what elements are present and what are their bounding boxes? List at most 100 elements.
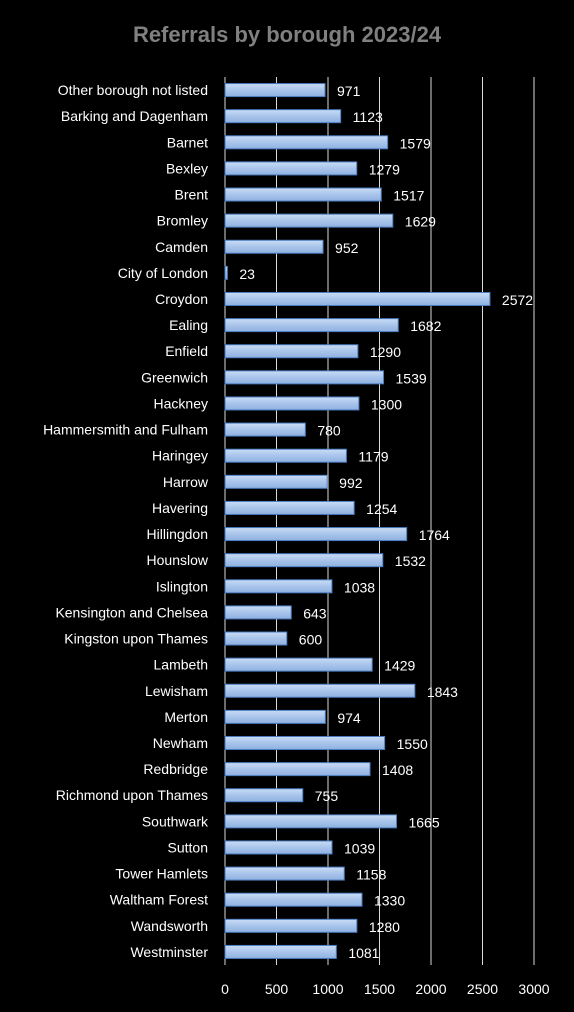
- category-label: Havering: [152, 500, 208, 516]
- bar: [224, 814, 397, 829]
- category-label: City of London: [118, 265, 208, 281]
- value-label: 952: [335, 240, 359, 256]
- bar: [224, 292, 491, 306]
- bar: [224, 239, 324, 254]
- category-label: Lewisham: [145, 683, 208, 699]
- category-label: Richmond upon Thames: [56, 787, 208, 803]
- category-label: Barking and Dagenham: [61, 108, 208, 124]
- category-label: Kingston upon Thames: [64, 631, 208, 647]
- x-tick-label: 1500: [364, 981, 395, 997]
- category-label: Wandsworth: [131, 918, 208, 934]
- value-label: 1300: [371, 396, 402, 412]
- category-label: Bexley: [166, 160, 208, 176]
- value-label: 1279: [369, 161, 400, 177]
- value-label: 1158: [356, 867, 386, 883]
- category-label: Hackney: [154, 395, 208, 411]
- category-label: Kensington and Chelsea: [55, 604, 208, 620]
- value-label: 1280: [369, 919, 400, 935]
- bar: [224, 213, 394, 228]
- value-label: 2572: [502, 292, 533, 308]
- x-tick-label: 2500: [467, 981, 498, 997]
- category-label: Hillingdon: [147, 526, 208, 542]
- value-label: 1539: [396, 370, 427, 386]
- category-label: Harrow: [163, 474, 209, 490]
- x-tick-label: 1000: [312, 981, 343, 997]
- bars: [224, 83, 491, 959]
- x-tick-label: 500: [265, 981, 289, 997]
- bar: [224, 709, 326, 724]
- value-label: 1254: [366, 501, 397, 517]
- value-label: 600: [299, 632, 323, 648]
- category-labels: Other borough not listed Barking and Dage…: [43, 82, 209, 960]
- category-label: Sutton: [168, 839, 208, 855]
- x-tick-label: 2000: [415, 981, 446, 997]
- bar: [224, 892, 363, 907]
- bar: [224, 370, 385, 385]
- bar: [224, 579, 333, 594]
- x-tick-label: 0: [221, 981, 229, 997]
- bar: [224, 657, 373, 672]
- bar: [224, 762, 371, 777]
- value-label: 1408: [382, 762, 413, 778]
- bar: [224, 422, 306, 437]
- category-label: Waltham Forest: [110, 892, 208, 908]
- value-label: 1179: [358, 449, 388, 465]
- value-label: 974: [337, 710, 361, 726]
- category-label: Brent: [175, 187, 209, 203]
- bar: [224, 83, 326, 98]
- value-label: 1764: [419, 527, 450, 543]
- category-label: Merton: [164, 709, 208, 725]
- value-label: 1629: [405, 214, 436, 230]
- value-label: 1550: [397, 736, 428, 752]
- category-label: Westminster: [130, 944, 208, 960]
- category-label: Newham: [153, 735, 208, 751]
- value-label: 1843: [427, 684, 458, 700]
- category-label: Redbridge: [143, 761, 208, 777]
- x-axis-ticks: 0 500 1000 1500 2000 2500 3000: [221, 981, 550, 997]
- bar: [224, 944, 337, 959]
- bar: [224, 788, 304, 803]
- value-label: 1123: [353, 109, 383, 125]
- category-label: Hounslow: [147, 552, 209, 568]
- bar: [224, 448, 347, 463]
- bar: [224, 109, 342, 124]
- category-label: Enfield: [165, 343, 208, 359]
- bar: [224, 344, 359, 359]
- category-label: Greenwich: [141, 369, 208, 385]
- category-label: Haringey: [152, 448, 208, 464]
- chart-title: Referrals by borough 2023/24: [133, 22, 442, 47]
- category-label: Camden: [155, 239, 208, 255]
- category-label: Bromley: [157, 213, 208, 229]
- value-label: 992: [339, 475, 363, 491]
- bar: [224, 135, 389, 150]
- category-label: Southwark: [142, 813, 209, 829]
- value-label: 1290: [370, 344, 401, 360]
- value-label: 23: [239, 266, 255, 282]
- bar: [224, 918, 358, 933]
- value-label: 780: [317, 423, 341, 439]
- value-label: 1517: [393, 188, 424, 204]
- bar: [224, 161, 358, 176]
- category-label: Tower Hamlets: [115, 866, 208, 882]
- category-label: Croydon: [155, 291, 208, 307]
- category-label: Barnet: [167, 134, 208, 150]
- category-label: Lambeth: [154, 657, 208, 673]
- value-label: 755: [315, 788, 339, 804]
- bar: [224, 527, 408, 542]
- bar: [224, 553, 384, 568]
- value-label: 1682: [410, 318, 441, 334]
- value-label: 1039: [344, 840, 375, 856]
- bar: [224, 866, 345, 881]
- x-tick-label: 3000: [518, 981, 549, 997]
- value-label: 1038: [344, 579, 375, 595]
- bar: [224, 500, 355, 515]
- value-label: 1579: [400, 135, 431, 151]
- gridlines: [224, 77, 535, 965]
- category-label: Islington: [156, 578, 208, 594]
- bar: [224, 474, 328, 489]
- bar: [224, 840, 333, 855]
- bar: [224, 605, 292, 620]
- bar: [224, 736, 386, 750]
